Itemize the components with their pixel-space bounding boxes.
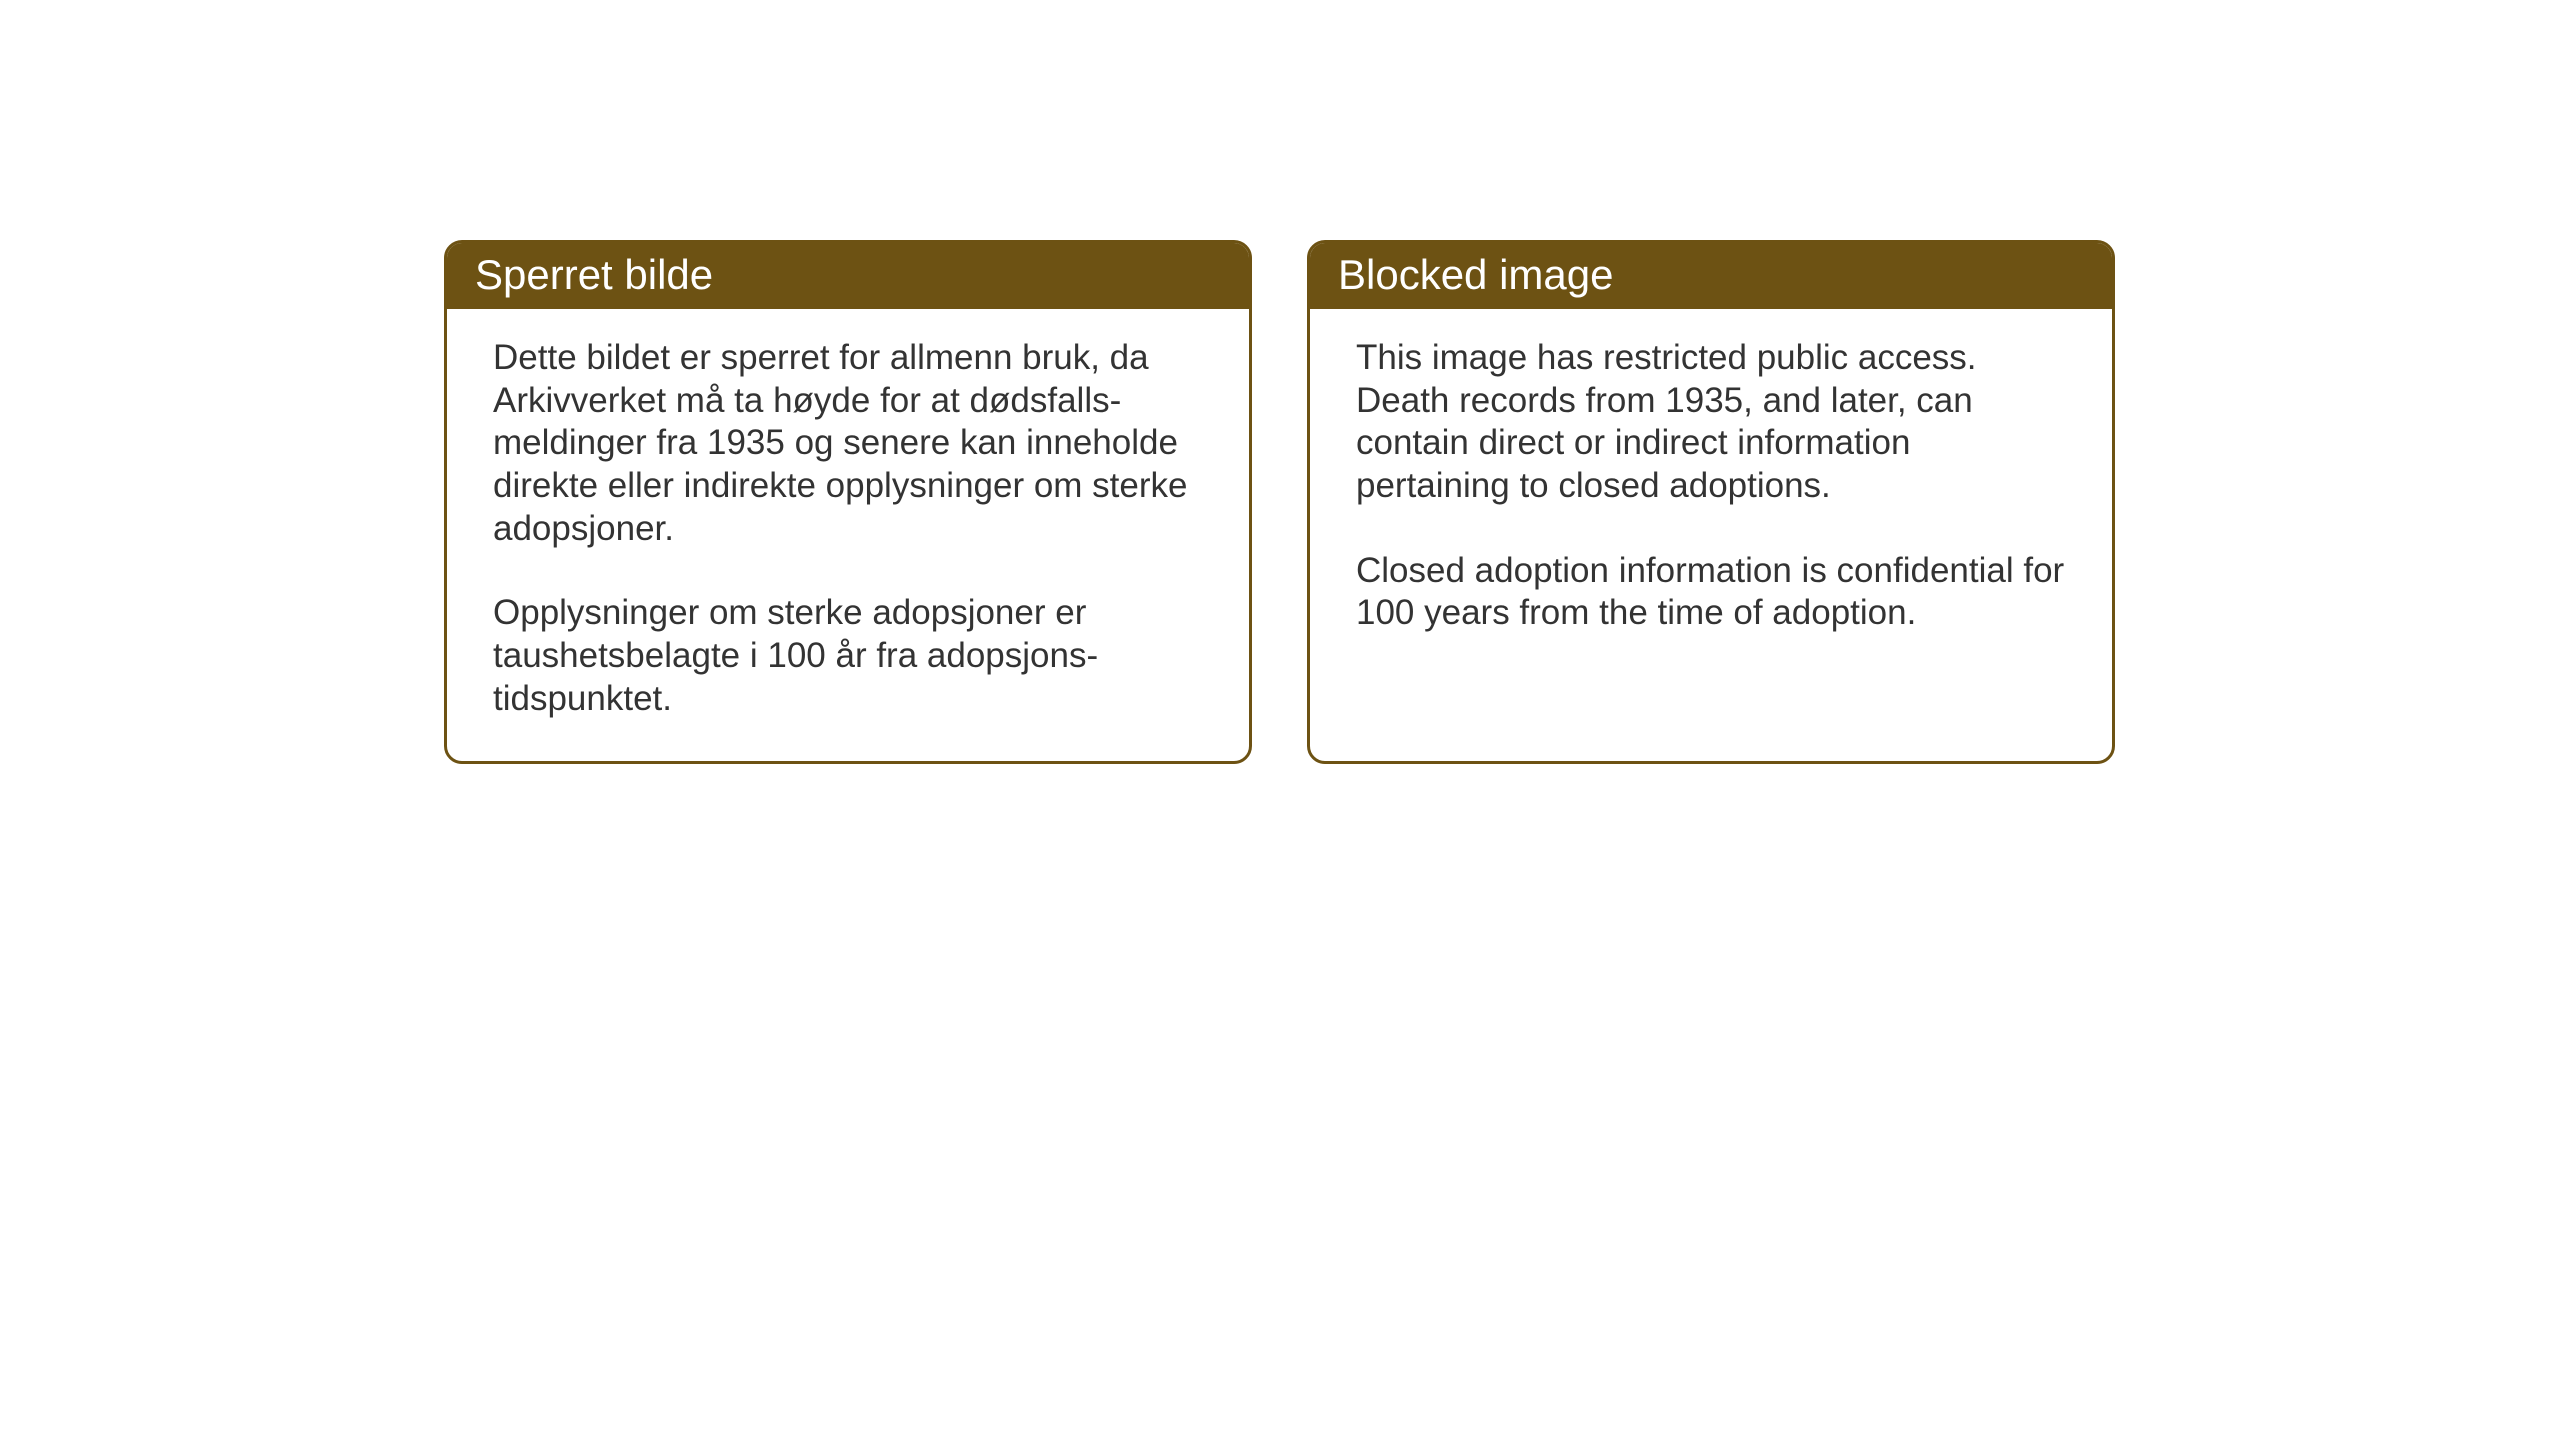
card-body-english: This image has restricted public access.… bbox=[1310, 309, 2112, 675]
card-title-norwegian: Sperret bilde bbox=[475, 251, 713, 298]
card-paragraph-2-norwegian: Opplysninger om sterke adopsjoner er tau… bbox=[493, 592, 1203, 720]
card-title-english: Blocked image bbox=[1338, 251, 1613, 298]
card-body-norwegian: Dette bildet er sperret for allmenn bruk… bbox=[447, 309, 1249, 761]
card-paragraph-1-norwegian: Dette bildet er sperret for allmenn bruk… bbox=[493, 337, 1203, 550]
card-paragraph-2-english: Closed adoption information is confident… bbox=[1356, 550, 2066, 635]
card-header-norwegian: Sperret bilde bbox=[447, 243, 1249, 309]
notice-container: Sperret bilde Dette bildet er sperret fo… bbox=[444, 240, 2115, 764]
notice-card-english: Blocked image This image has restricted … bbox=[1307, 240, 2115, 764]
notice-card-norwegian: Sperret bilde Dette bildet er sperret fo… bbox=[444, 240, 1252, 764]
card-header-english: Blocked image bbox=[1310, 243, 2112, 309]
card-paragraph-1-english: This image has restricted public access.… bbox=[1356, 337, 2066, 508]
